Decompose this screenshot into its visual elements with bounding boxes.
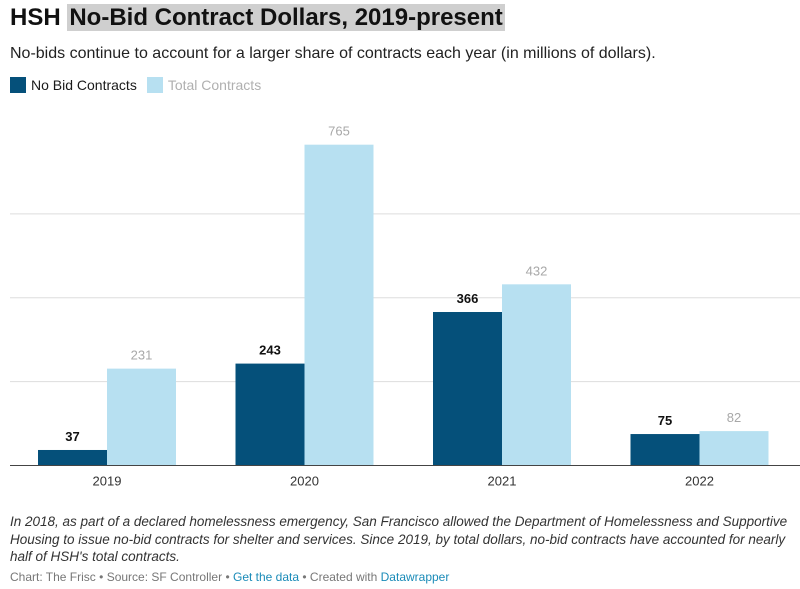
legend-item-no-bid: No Bid Contracts (10, 77, 137, 93)
legend-item-total: Total Contracts (146, 77, 262, 93)
bar-total (502, 284, 571, 466)
datawrapper-link[interactable]: Datawrapper (380, 570, 450, 584)
title-prefix: HSH (10, 4, 61, 31)
chart-notes: In 2018, as part of a declared homelessn… (10, 514, 788, 564)
legend-swatch-total (146, 77, 163, 93)
data-label-total: 765 (328, 124, 350, 139)
bar-no-bid (38, 449, 107, 466)
chart-credit: Chart: The Frisc (10, 570, 96, 584)
data-label-total: 432 (526, 263, 548, 278)
footer-separator: • (302, 570, 307, 584)
bar-total (304, 144, 374, 466)
chart-title: HSH No-Bid Contract Dollars, 2019-presen… (10, 3, 505, 33)
title-highlight: No-Bid Contract Dollars, 2019-present (67, 4, 505, 31)
data-label-total: 82 (727, 410, 741, 425)
bar-total (107, 368, 176, 466)
bar-no-bid (630, 434, 700, 466)
data-label-no-bid: 75 (658, 413, 672, 428)
data-label-no-bid: 366 (457, 291, 479, 306)
x-tick-label: 2020 (290, 474, 319, 489)
legend: No Bid Contracts Total Contracts (10, 77, 271, 93)
chart-footer: Chart: The Frisc • Source: SF Controller… (10, 570, 449, 584)
bar-no-bid (235, 363, 305, 466)
created-with-text: Created with (309, 570, 378, 584)
x-tick-label: 2019 (93, 474, 122, 489)
x-tick-label: 2021 (488, 474, 517, 489)
footer-separator: • (99, 570, 104, 584)
data-label-no-bid: 37 (65, 429, 79, 444)
legend-label-no-bid: No Bid Contracts (31, 77, 137, 93)
legend-swatch-no-bid (10, 77, 26, 93)
bar-no-bid (433, 312, 502, 466)
footer-separator: • (225, 570, 230, 584)
bar-total (699, 431, 769, 466)
data-label-total: 231 (131, 348, 153, 363)
get-the-data-link[interactable]: Get the data (232, 570, 300, 584)
x-tick-label: 2022 (685, 474, 714, 489)
legend-label-total: Total Contracts (167, 77, 262, 93)
chart-subtitle: No-bids continue to account for a larger… (10, 45, 656, 62)
source-text: Source: SF Controller (106, 570, 223, 584)
data-label-no-bid: 243 (259, 343, 281, 358)
bar-chart: 37 231 2019 243 765 2020 366 432 2021 75 82 2022 (10, 124, 800, 489)
